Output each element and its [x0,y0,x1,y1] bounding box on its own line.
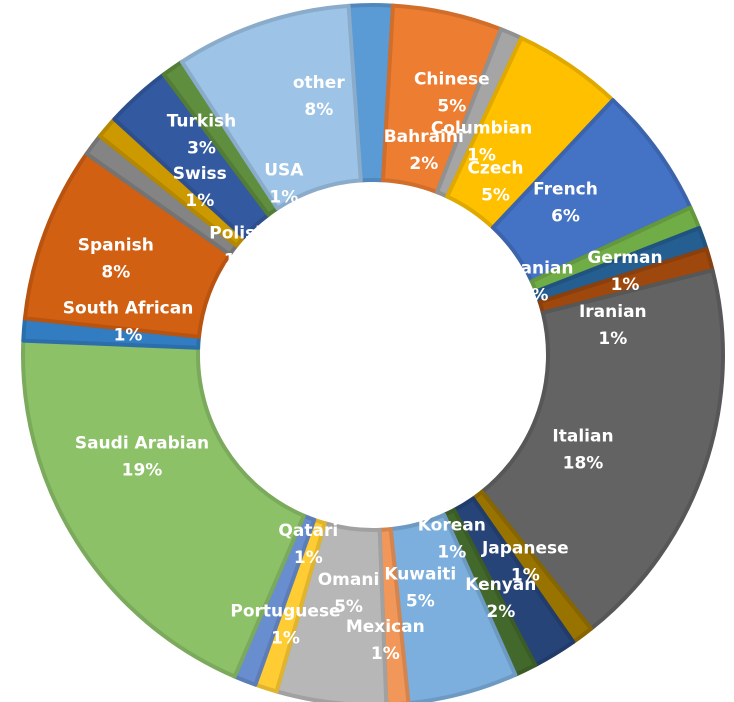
data-label-swiss: Swiss 1% [173,164,227,211]
data-label-usa: USA 1% [264,160,304,207]
data-label-chinese: Chinese 5% [414,69,490,116]
data-label-kenyan: Kenyan 2% [465,575,536,622]
data-label-iranian: Iranian 1% [579,302,647,349]
data-label-other: other 8% [293,73,345,120]
data-label-kuwaiti: Kuwaiti 5% [384,565,456,612]
data-label-qatari: Qatari 1% [278,521,338,568]
data-label-italian: Italian 18% [552,426,613,473]
data-label-mexican: Mexican 1% [346,617,425,664]
data-label-polish: Polish 1% [209,223,267,270]
data-label-south-african: South African 1% [63,299,194,346]
data-labels-group: Bahraini 2% Chinese 5%Columbian 1%Czech 5% Fre… [63,69,663,664]
data-label-czech: Czech 5% [467,159,523,206]
data-label-ghanian: Ghanian 1% [494,258,573,305]
data-label-omani: Omani 5% [318,570,380,617]
slice-saudi-arabian [21,338,306,679]
slice-kuwaiti [388,512,518,702]
data-label-japanese: Japanese 1% [481,538,569,585]
data-label-turkish: Turkish 3% [167,111,237,158]
data-label-german: German 1% [587,248,662,295]
data-label-spanish: Spanish 8% [78,236,154,283]
data-label-saudi-arabian: Saudi Arabian 19% [75,433,209,480]
slices-group [21,3,725,702]
data-label-french: French 6% [533,180,598,227]
data-label-korean: Korean 1% [418,516,486,563]
slice-italian [480,268,725,631]
slice-other [179,3,363,211]
data-label-columbian: Columbian 1% [431,118,532,165]
data-label-portuguese: Portuguese 1% [230,601,340,648]
data-label-bahraini: Bahraini 2% [384,127,464,174]
